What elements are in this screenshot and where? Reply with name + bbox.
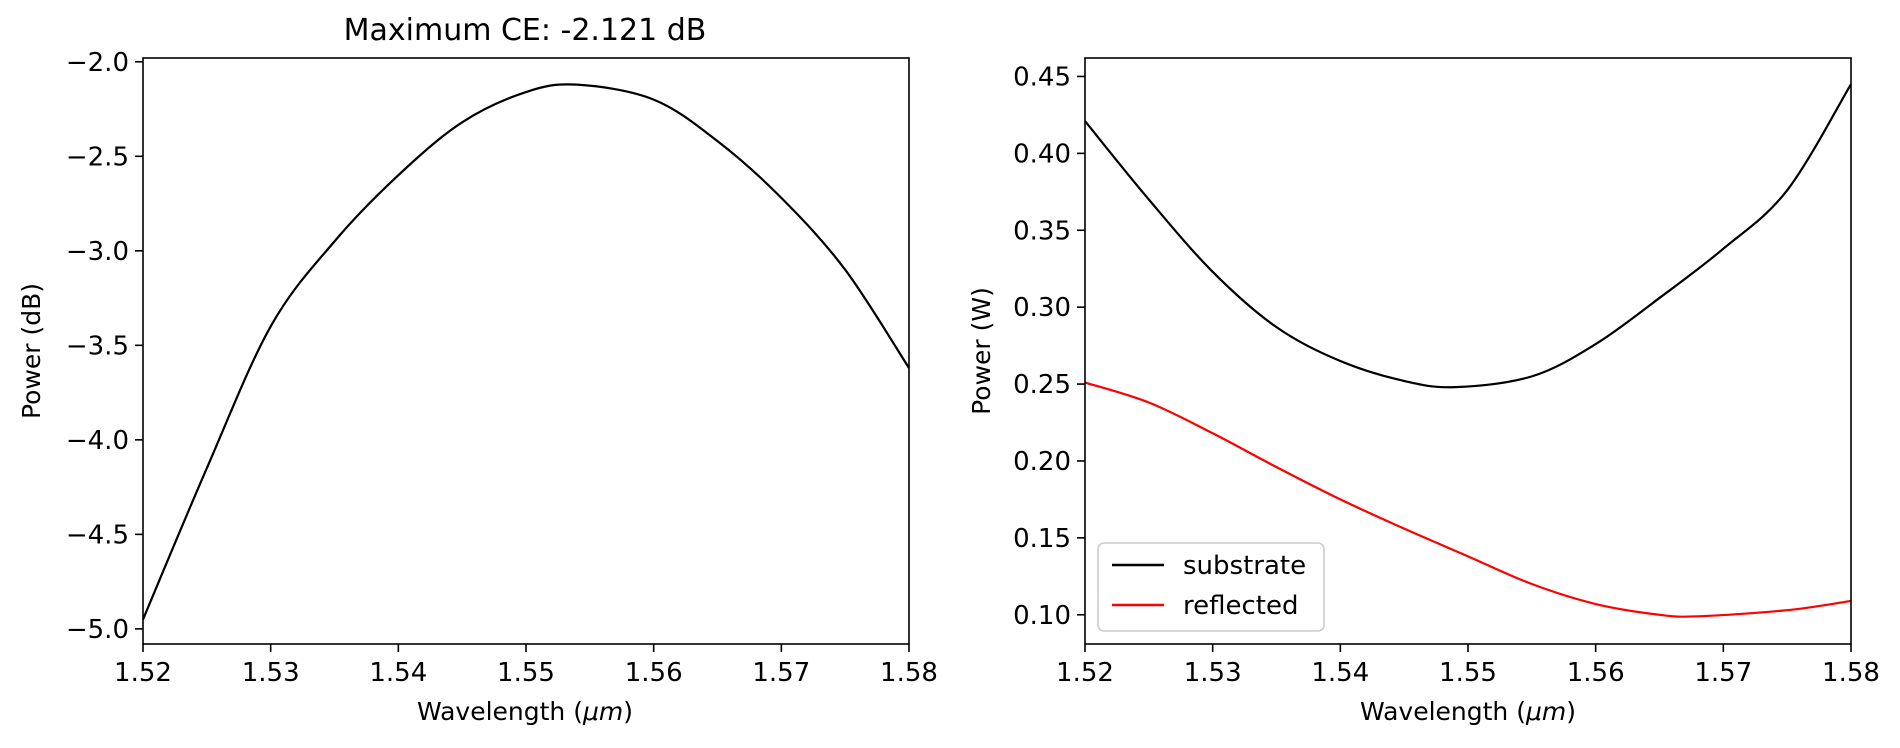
chart-1-series-group (1084, 83, 1852, 618)
chart-1-x-tick-label: 1.56 (1567, 658, 1625, 688)
chart-power-w: 1.52 1.53 1.54 1.55 1.56 1.57 1.58 0.10 0.15 0.2… (967, 57, 1880, 726)
chart-0-series-group (141, 83, 910, 620)
chart-0-x-tick-label: 1.56 (625, 658, 683, 688)
chart-1-x-tick-label: 1.54 (1311, 658, 1369, 688)
chart-1-x-tick-label: 1.57 (1694, 658, 1752, 688)
chart-1-x-tick-label: 1.52 (1056, 658, 1114, 688)
chart-0-x-axis-label: Wavelength (μm) (417, 697, 633, 726)
chart-1-x-tick-label: 1.58 (1822, 658, 1880, 688)
chart-1-x-axis-label: Wavelength (μm) (1360, 697, 1576, 726)
chart-0-x-axis-label-suffix: ) (623, 697, 633, 726)
chart-1-y-axis-label: Power (W) (967, 287, 996, 415)
chart-1-y-tick-label: 0.20 (1013, 447, 1071, 477)
chart-1-y-tick-label: 0.35 (1013, 216, 1071, 246)
chart-0-x-tick-label: 1.54 (369, 658, 427, 688)
chart-0-x-tick-label: 1.57 (752, 658, 810, 688)
chart-1-series-substrate (1084, 83, 1852, 389)
chart-0-title: Maximum CE: -2.121 dB (344, 13, 707, 48)
chart-0-x-tick-label: 1.53 (242, 658, 300, 688)
chart-1-y-tick-label: 0.15 (1013, 524, 1071, 554)
chart-0-series-line-0 (141, 83, 910, 620)
chart-0-y-axis-label: Power (dB) (17, 283, 46, 419)
chart-1-series-reflected (1084, 381, 1852, 618)
legend-label-substrate: substrate (1183, 551, 1306, 581)
chart-0-x-tick-label: 1.52 (114, 658, 172, 688)
chart-ce-db: Maximum CE: -2.121 dB 1.52 1.53 1.54 1.55 1.… (17, 13, 938, 726)
chart-0-y-tick-label: −4.0 (66, 426, 129, 456)
chart-0-x-ticks: 1.52 1.53 1.54 1.55 1.56 1.57 1.58 (114, 644, 938, 688)
chart-1-x-axis-label-unit: μm (1525, 697, 1566, 726)
chart-1-x-tick-label: 1.55 (1439, 658, 1497, 688)
chart-0-y-tick-label: −3.5 (66, 331, 129, 361)
chart-1-y-ticks: 0.10 0.15 0.20 0.25 0.30 0.35 0.40 0.45 (1013, 62, 1085, 631)
legend-label-reflected: reflected (1183, 591, 1298, 621)
chart-0-y-tick-label: −2.5 (66, 142, 129, 172)
chart-1-y-tick-label: 0.45 (1013, 62, 1071, 92)
chart-1-x-ticks: 1.52 1.53 1.54 1.55 1.56 1.57 1.58 (1056, 644, 1880, 688)
chart-1-x-tick-label: 1.53 (1184, 658, 1242, 688)
chart-1-x-axis-label-prefix: Wavelength ( (1360, 697, 1526, 726)
chart-0-y-tick-label: −5.0 (66, 615, 129, 645)
chart-0-x-tick-label: 1.55 (497, 658, 555, 688)
chart-0-y-tick-label: −4.5 (66, 520, 129, 550)
chart-0-y-tick-label: −3.0 (66, 237, 129, 267)
chart-1-y-tick-label: 0.30 (1013, 293, 1071, 323)
chart-1-y-tick-label: 0.10 (1013, 601, 1071, 631)
chart-1-legend: substrate reflected (1097, 542, 1325, 632)
chart-0-x-tick-label: 1.58 (880, 658, 938, 688)
chart-1-x-axis-label-suffix: ) (1566, 697, 1576, 726)
chart-0-x-axis-label-prefix: Wavelength ( (417, 697, 583, 726)
chart-0-x-axis-label-unit: μm (582, 697, 623, 726)
chart-1-y-tick-label: 0.40 (1013, 139, 1071, 169)
chart-0-y-tick-label: −2.0 (66, 48, 129, 78)
chart-1-y-tick-label: 0.25 (1013, 370, 1071, 400)
chart-0-y-ticks: −2.0 −2.5 −3.0 −3.5 −4.0 −4.5 −5.0 (66, 48, 143, 645)
